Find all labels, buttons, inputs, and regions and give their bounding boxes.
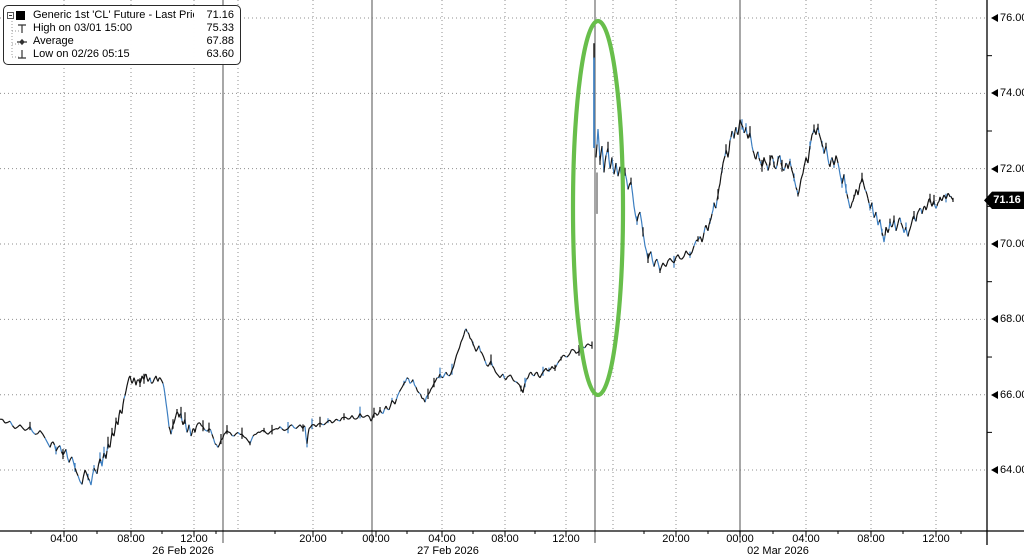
y-axis-label: 66.00 (991, 388, 1024, 402)
legend-row-high[interactable]: High on 03/01 15:00 75.33 (7, 22, 234, 35)
legend-row-value: 67.88 (206, 35, 234, 47)
y-axis-label-text: 72.00 (1000, 162, 1024, 175)
y-axis-label: 74.00 (991, 86, 1024, 100)
y-tick-arrow-icon (991, 466, 998, 475)
high-marker-icon (18, 23, 26, 33)
y-axis-label-text: 76.00 (1000, 12, 1024, 24)
legend-row-icons (7, 37, 33, 47)
legend-row-icons (7, 49, 33, 60)
legend-row-label: Generic 1st 'CL' Future - Last Price (33, 9, 194, 21)
legend-row-label: High on 03/01 15:00 (33, 22, 133, 34)
legend-row-value: 75.33 (206, 22, 234, 34)
legend-box: Generic 1st 'CL' Future - Last Price 71.1… (3, 5, 241, 65)
series-swatch-icon (16, 11, 25, 20)
x-axis-tick-label: 12:00 (552, 533, 580, 545)
y-axis-label: 64.00 (991, 463, 1024, 477)
y-axis-label: 70.00 (991, 237, 1024, 251)
x-axis-tick-label: 08:00 (117, 533, 145, 545)
y-axis-label-text: 70.00 (1000, 238, 1024, 251)
y-tick-arrow-icon (991, 390, 998, 399)
price-line (0, 119, 954, 485)
tree-collapse-icon[interactable] (7, 12, 14, 19)
last-price-badge-text: 71.16 (993, 194, 1021, 207)
x-axis-date-label: 27 Feb 2026 (417, 545, 479, 557)
legend-row-icons (7, 23, 33, 34)
x-axis-tick-label: 20:00 (662, 533, 690, 545)
legend-row-average[interactable]: Average 67.88 (7, 35, 234, 48)
y-axis-label-text: 64.00 (1000, 464, 1024, 477)
x-axis-tick-label: 20:00 (299, 533, 327, 545)
x-axis-tick-label: 08:00 (857, 533, 885, 545)
x-axis-tick-label: 12:00 (922, 533, 950, 545)
last-price-badge: 71.16 (984, 191, 1024, 210)
legend-row-icons (7, 11, 33, 20)
legend-row-value: 71.16 (206, 9, 234, 21)
y-axis-label-text: 68.00 (1000, 313, 1024, 326)
average-marker-icon (17, 38, 27, 45)
legend-row-label: Average (33, 35, 74, 47)
legend-row-label: Low on 02/26 05:15 (33, 48, 130, 60)
x-axis-tick-label: 04:00 (428, 533, 456, 545)
legend-row-low[interactable]: Low on 02/26 05:15 63.60 (7, 48, 234, 61)
y-tick-arrow-icon (991, 14, 998, 22)
y-tick-arrow-icon (991, 315, 998, 324)
x-axis-tick-label: 04:00 (792, 533, 820, 545)
y-axis-label-text: 66.00 (1000, 388, 1024, 401)
price-line-blue-segments (9, 119, 952, 486)
x-axis-date-label: 26 Feb 2026 (152, 545, 214, 557)
x-axis-tick-label: 00:00 (726, 533, 754, 545)
annotation-ellipse (570, 18, 626, 398)
x-axis-tick-label: 08:00 (491, 533, 519, 545)
y-tick-arrow-icon (991, 240, 998, 249)
legend-row-series[interactable]: Generic 1st 'CL' Future - Last Price 71.1… (7, 9, 234, 22)
x-axis-tick-label: 12:00 (180, 533, 208, 545)
x-axis-tick-label: 04:00 (50, 533, 78, 545)
y-axis-label: 72.00 (991, 162, 1024, 176)
legend-row-value: 63.60 (206, 48, 234, 60)
x-axis-tick-label: 00:00 (362, 533, 390, 545)
x-axis-date-label: 02 Mar 2026 (747, 545, 809, 557)
y-axis-label: 76.00 (991, 11, 1024, 25)
y-tick-arrow-icon (991, 89, 998, 98)
low-marker-icon (18, 49, 26, 59)
y-axis-label-text: 74.00 (1000, 87, 1024, 100)
y-axis-label: 68.00 (991, 312, 1024, 326)
y-tick-arrow-icon (991, 164, 998, 173)
